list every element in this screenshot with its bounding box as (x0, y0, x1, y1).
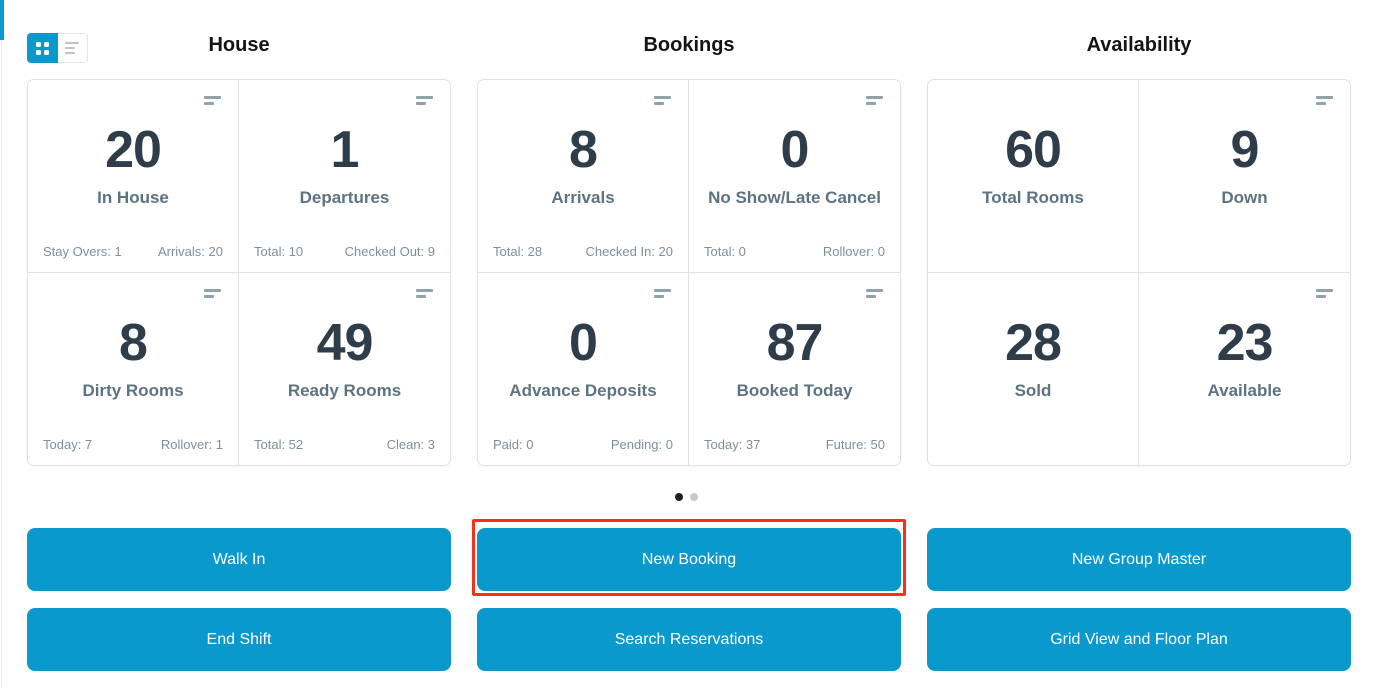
tile-stat-left: Today: 37 (704, 437, 761, 452)
section-title-availability: Availability (1086, 34, 1192, 56)
tile-label: In House (97, 188, 169, 207)
tile-available[interactable]: 23 Available (1139, 273, 1350, 466)
view-mode-toggle (27, 33, 88, 63)
tile-value: 23 (1216, 313, 1274, 372)
tile-label: Total Rooms (982, 188, 1084, 207)
tile-label: Down (1221, 188, 1268, 207)
tile-stat-left: Paid: 0 (493, 437, 534, 452)
walk-in-button[interactable]: Walk In (27, 528, 451, 591)
tile-stat-left: Stay Overs: 1 (43, 243, 122, 259)
end-shift-button[interactable]: End Shift (27, 608, 451, 671)
tile-value: 0 (780, 121, 810, 179)
tile-label: Arrivals (551, 188, 615, 207)
tile-value: 28 (1005, 313, 1062, 372)
tile-label: Ready Rooms (287, 380, 402, 400)
tile-stat-left: Total: 28 (493, 243, 543, 259)
tile-menu-icon[interactable] (1316, 288, 1333, 298)
tile-menu-icon[interactable] (654, 288, 671, 298)
bookings-tile-group: 8 Arrivals Total: 28 Checked In: 20 0 No… (477, 79, 901, 466)
carousel-dot-2[interactable] (690, 493, 698, 501)
tile-stat-right: Checked In: 20 (585, 243, 673, 259)
tile-stat-right: Arrivals: 20 (157, 243, 223, 259)
new-group-master-button[interactable]: New Group Master (927, 528, 1351, 591)
tile-menu-icon[interactable] (866, 96, 883, 105)
tile-stat-left: Total: 52 (254, 437, 304, 452)
tile-value: 87 (766, 313, 824, 372)
section-headers: House Bookings Availability (27, 34, 1351, 57)
section-title-bookings: Bookings (643, 34, 735, 56)
tile-value: 20 (105, 121, 162, 179)
tile-stat-right: Pending: 0 (610, 437, 673, 452)
tile-label: Advance Deposits (509, 380, 657, 400)
tile-stat-right: Rollover: 0 (822, 243, 885, 259)
tile-menu-icon[interactable] (1316, 96, 1333, 105)
house-tile-group: 20 In House Stay Overs: 1 Arrivals: 20 1… (27, 79, 451, 466)
tile-menu-icon[interactable] (204, 96, 221, 105)
availability-tile-group: 60 Total Rooms 9 Down 28 Sold 23 Availab… (927, 79, 1351, 466)
tile-arrivals[interactable]: 8 Arrivals Total: 28 Checked In: 20 (478, 80, 689, 273)
page-left-border (1, 0, 2, 688)
tile-menu-icon[interactable] (416, 96, 433, 105)
tile-departures[interactable]: 1 Departures Total: 10 Checked Out: 9 (239, 80, 450, 273)
tile-ready-rooms[interactable]: 49 Ready Rooms Total: 52 Clean: 3 (239, 273, 450, 466)
new-booking-button[interactable]: New Booking (472, 519, 906, 596)
tile-label: Sold (1014, 380, 1052, 400)
tile-label: Departures (299, 188, 390, 207)
carousel-pagination (0, 493, 1373, 501)
carousel-dot-1[interactable] (675, 493, 683, 501)
grid-view-floor-plan-button[interactable]: Grid View and Floor Plan (927, 608, 1351, 671)
tile-menu-icon[interactable] (866, 288, 883, 298)
tile-stat-right: Checked Out: 9 (344, 243, 435, 259)
tile-in-house[interactable]: 20 In House Stay Overs: 1 Arrivals: 20 (28, 80, 239, 273)
tile-value: 49 (316, 313, 374, 372)
tile-down[interactable]: 9 Down (1139, 80, 1350, 273)
search-reservations-button[interactable]: Search Reservations (477, 608, 901, 671)
list-view-button[interactable] (58, 33, 88, 63)
grid-view-button[interactable] (27, 33, 58, 63)
tile-booked-today[interactable]: 87 Booked Today Today: 37 Future: 50 (689, 273, 900, 466)
tile-label: Dirty Rooms (82, 380, 184, 400)
tile-value: 9 (1230, 121, 1260, 179)
scrollbar-accent[interactable] (0, 0, 4, 40)
tile-stat-right: Future: 50 (825, 437, 885, 452)
tile-no-show-late-cancel[interactable]: 0 No Show/Late Cancel Total: 0 Rollover:… (689, 80, 900, 273)
tile-label: Available (1207, 380, 1282, 400)
tile-menu-icon[interactable] (416, 288, 433, 298)
tile-dirty-rooms[interactable]: 8 Dirty Rooms Today: 7 Rollover: 1 (28, 272, 239, 465)
list-view-icon (65, 42, 80, 54)
dashboard-tiles: 20 In House Stay Overs: 1 Arrivals: 20 1… (27, 79, 1351, 466)
tile-value: 8 (119, 313, 148, 372)
tile-value: 0 (569, 313, 598, 372)
tile-menu-icon[interactable] (204, 288, 221, 298)
tile-value: 60 (1005, 121, 1062, 179)
quick-actions: Walk In New Booking New Group Master End… (27, 519, 1351, 671)
tile-label: Booked Today (736, 380, 853, 400)
tile-sold[interactable]: 28 Sold (928, 272, 1139, 465)
tile-total-rooms[interactable]: 60 Total Rooms (928, 80, 1139, 273)
tile-value: 8 (569, 121, 598, 179)
tile-menu-icon[interactable] (654, 96, 671, 105)
grid-view-icon (36, 41, 49, 55)
annotation-highlight-box (472, 519, 906, 596)
tile-value: 1 (330, 121, 360, 179)
tile-stat-left: Total: 0 (704, 243, 746, 259)
tile-stat-left: Today: 7 (43, 437, 93, 452)
tile-stat-right: Clean: 3 (386, 437, 435, 452)
section-title-house: House (208, 34, 270, 56)
tile-label: No Show/Late Cancel (708, 188, 881, 207)
tile-stat-left: Total: 10 (254, 243, 304, 259)
tile-stat-right: Rollover: 1 (160, 437, 223, 452)
tile-advance-deposits[interactable]: 0 Advance Deposits Paid: 0 Pending: 0 (478, 272, 689, 465)
